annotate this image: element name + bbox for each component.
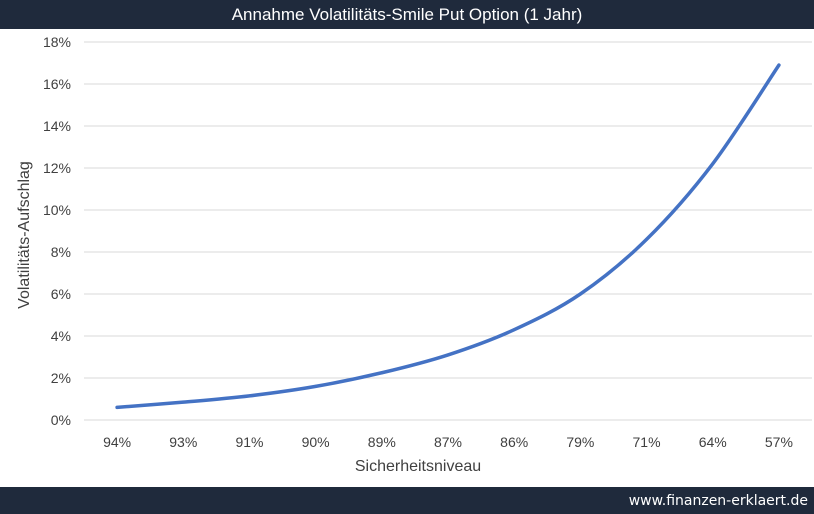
y-tick-label: 8% <box>51 244 71 260</box>
data-point <box>777 63 781 67</box>
x-tick-label: 64% <box>699 434 727 450</box>
x-tick-label: 79% <box>566 434 594 450</box>
x-axis-label: Sicherheitsniveau <box>355 458 481 475</box>
x-tick-label: 86% <box>500 434 528 450</box>
footer-bar: www.finanzen-erklaert.de <box>0 487 814 514</box>
data-point <box>446 353 450 357</box>
data-point <box>115 405 119 409</box>
data-point <box>512 328 516 332</box>
data-point <box>380 371 384 375</box>
data-point <box>181 400 185 404</box>
y-tick-label: 18% <box>43 34 71 50</box>
x-tick-label: 94% <box>103 434 131 450</box>
y-tick-label: 6% <box>51 286 71 302</box>
y-tick-label: 12% <box>43 160 71 176</box>
x-tick-label: 57% <box>765 434 793 450</box>
y-tick-label: 10% <box>43 202 71 218</box>
x-tick-label: 90% <box>302 434 330 450</box>
x-tick-label: 71% <box>633 434 661 450</box>
x-tick-label: 93% <box>169 434 197 450</box>
x-tick-label: 87% <box>434 434 462 450</box>
data-point <box>711 162 715 166</box>
data-point <box>314 384 318 388</box>
x-axis-ticks: 94% 93% 91% 90% 89% 87% 86% 79% 71% 64% 57% <box>103 434 793 450</box>
y-tick-label: 4% <box>51 328 71 344</box>
y-tick-label: 2% <box>51 370 71 386</box>
data-point <box>247 394 251 398</box>
y-tick-label: 16% <box>43 76 71 92</box>
series-group <box>115 63 781 410</box>
y-axis-label: Volatilitäts-Aufschlag <box>16 161 33 309</box>
y-axis-ticks: 0% 2% 4% 6% 8% 10% 12% 14% 16% 18% <box>43 34 71 428</box>
gridlines <box>84 41 812 421</box>
series-line <box>115 63 781 410</box>
footer-website: www.finanzen-erklaert.de <box>628 492 808 509</box>
y-tick-label: 0% <box>51 412 71 428</box>
data-point <box>645 237 649 241</box>
x-tick-label: 89% <box>368 434 396 450</box>
chart-title: Annahme Volatilitäts-Smile Put Option (1… <box>231 4 583 24</box>
data-point <box>578 292 582 296</box>
line-chart: 0% 2% 4% 6% 8% 10% 12% 14% 16% 18% 94% 93% 91% 90% 89… <box>16 34 812 475</box>
y-tick-label: 14% <box>43 118 71 134</box>
chart-title-bar: Annahme Volatilitäts-Smile Put Option (1… <box>0 0 814 29</box>
x-tick-label: 91% <box>235 434 263 450</box>
chart-area: 0% 2% 4% 6% 8% 10% 12% 14% 16% 18% 94% 93% 91% 90% 89… <box>0 29 814 487</box>
